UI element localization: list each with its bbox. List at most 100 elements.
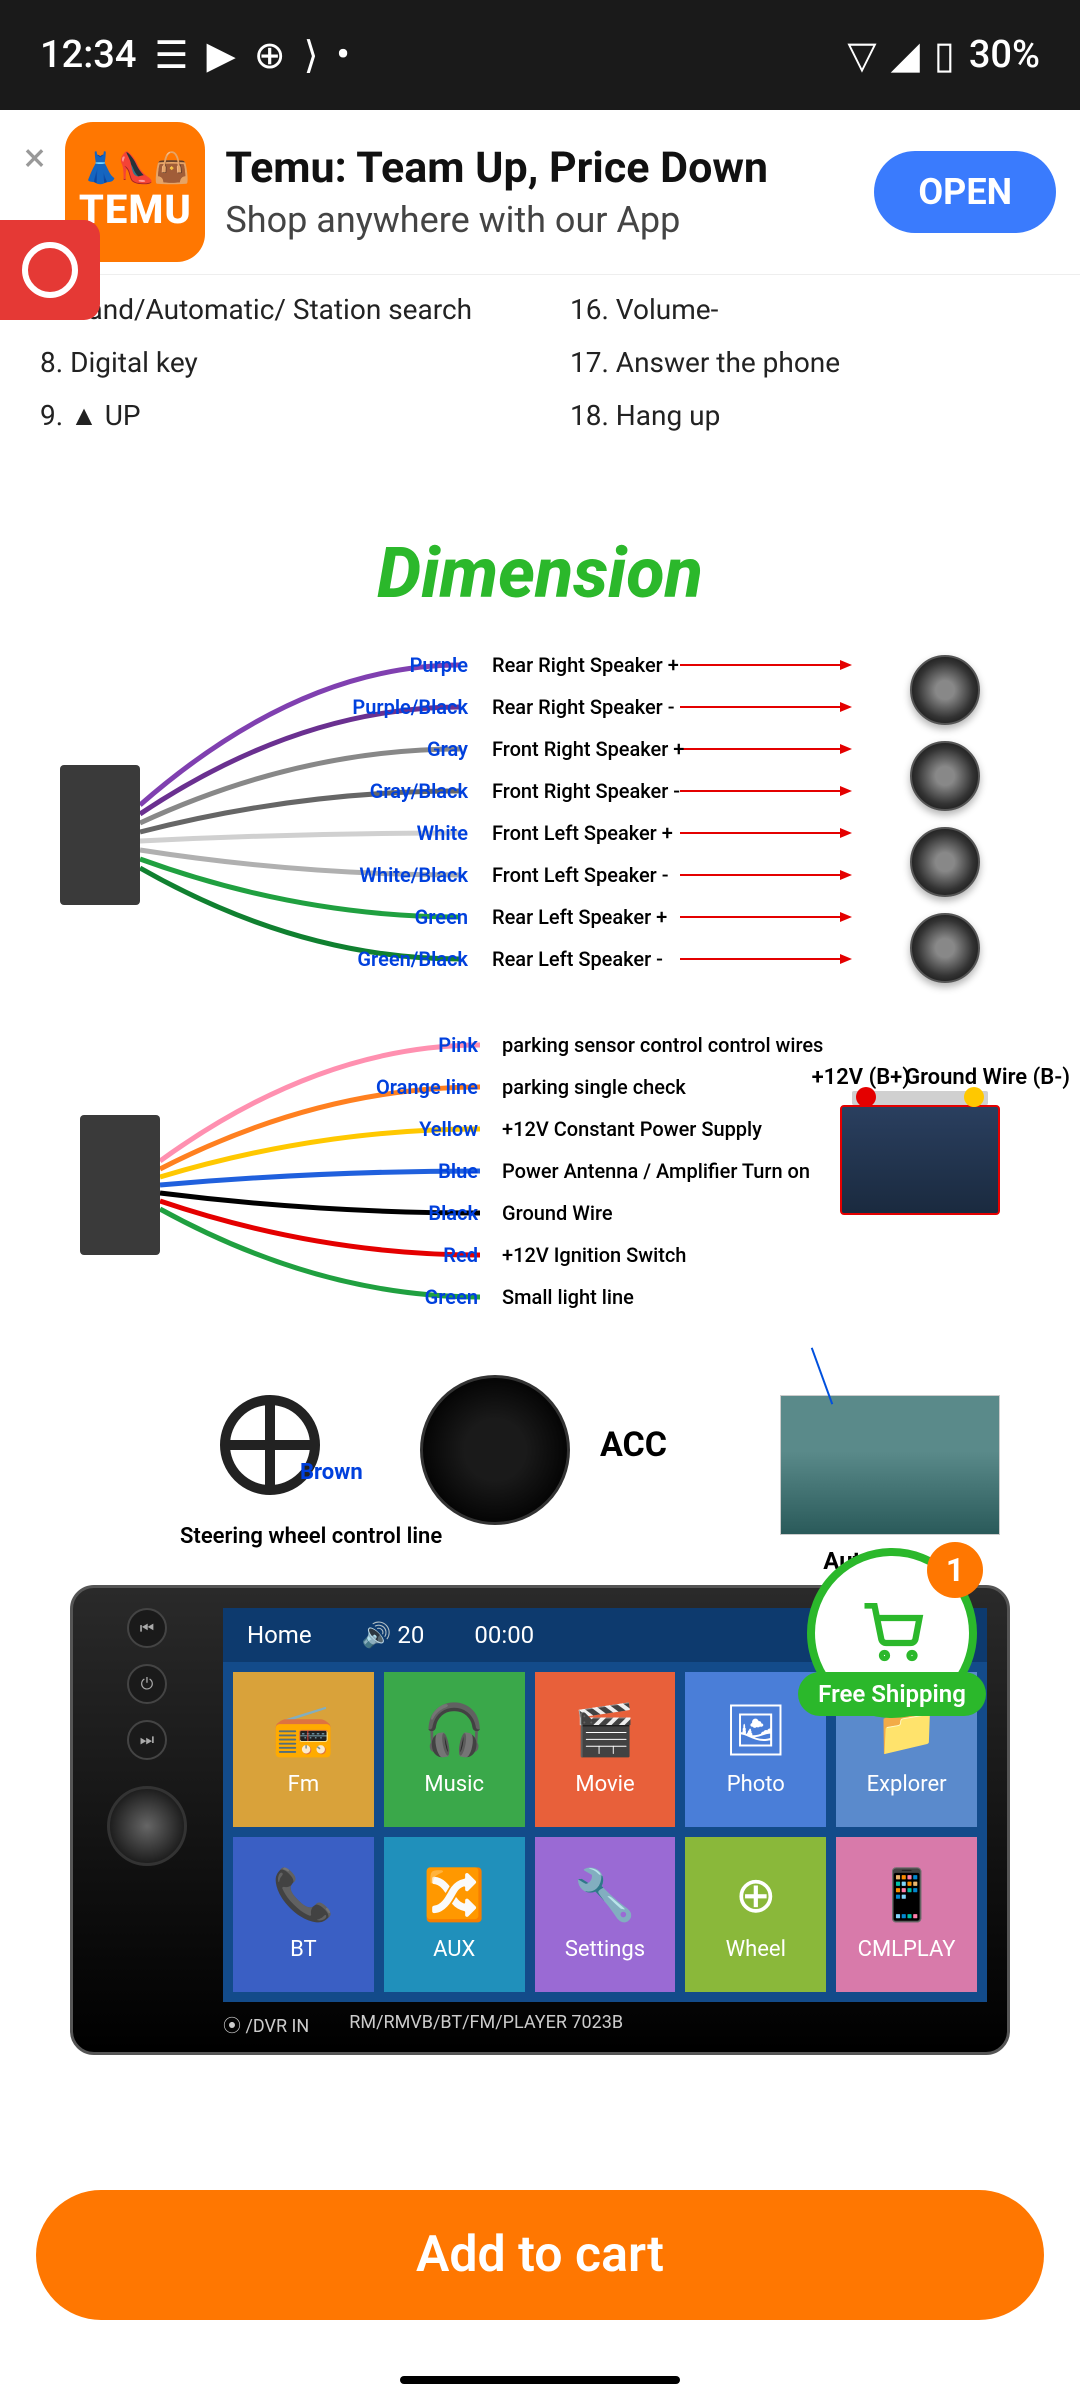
wire-color-label: Pink — [340, 1033, 490, 1057]
feature-col-right: 16. Volume-17. Answer the phone18. Hang … — [570, 283, 1040, 443]
tile-label: Explorer — [867, 1772, 947, 1797]
wire-color-label: Green — [330, 905, 480, 929]
open-app-button[interactable]: OPEN — [874, 151, 1056, 233]
feature-col-left: 7. Band/Automatic/ Station search8. Digi… — [40, 283, 510, 443]
tile-label: Settings — [565, 1937, 645, 1962]
tile-icon: 🖼 — [724, 1702, 787, 1760]
close-icon[interactable]: × — [24, 134, 45, 181]
tile-label: Music — [424, 1772, 484, 1797]
feature-list: 7. Band/Automatic/ Station search8. Digi… — [40, 283, 1040, 443]
stereo-tile-settings[interactable]: 🔧 Settings — [535, 1837, 676, 1992]
tile-label: AUX — [433, 1937, 475, 1962]
battery-label-pos: +12V (B+) — [812, 1065, 910, 1090]
battery-pct: 30% — [969, 33, 1040, 77]
stereo-tile-bt[interactable]: 📞BT — [233, 1837, 374, 1992]
wire-color-label: Purple — [330, 653, 480, 677]
wire-desc: Rear Left Speaker + — [480, 905, 667, 929]
dimension-title: Dimension — [40, 533, 1040, 615]
banner-text: Temu: Team Up, Price Down Shop anywhere … — [225, 143, 854, 241]
stereo-tile-fm[interactable]: 📻 Fm — [233, 1672, 374, 1827]
wire-desc: Rear Right Speaker - — [480, 695, 675, 719]
stereo-tile-cmlplay[interactable]: 📱CMLPLAY — [836, 1837, 977, 1992]
nav-handle[interactable] — [400, 2376, 680, 2384]
wire-desc: +12V Constant Power Supply — [490, 1117, 762, 1141]
banner-subtitle: Shop anywhere with our App — [225, 199, 854, 241]
next-track-button[interactable]: ⏭ — [127, 1720, 167, 1760]
status-right: ▽ ◢ ▯ 30% — [847, 33, 1040, 78]
wire-row: Red+12V Ignition Switch — [340, 1243, 686, 1267]
wire-color-label: Gray/Black — [330, 779, 480, 803]
tile-icon: 🎬 — [574, 1702, 636, 1760]
connector-bot — [80, 1115, 160, 1255]
tile-label: Wheel — [726, 1937, 786, 1962]
wifi-icon: ▽ — [847, 33, 876, 78]
wire-row: PurpleRear Right Speaker + — [330, 653, 679, 677]
wire-color-label: White — [330, 821, 480, 845]
steering-wheel-label: Steering wheel control line — [180, 1524, 442, 1549]
wire-row: Yellow+12V Constant Power Supply — [340, 1117, 762, 1141]
wire-row: Purple/BlackRear Right Speaker - — [330, 695, 675, 719]
stereo-tile-movie[interactable]: 🎬Movie — [535, 1672, 676, 1827]
stereo-time: 00:00 — [474, 1621, 534, 1649]
wire-row: Orange lineparking single check — [340, 1075, 686, 1099]
app-icon: ⊕ — [254, 33, 286, 78]
product-content: 7. Band/Automatic/ Station search8. Digi… — [0, 275, 1080, 2055]
battery-icon: ▯ — [934, 33, 955, 78]
tile-icon: 📻 — [272, 1702, 334, 1760]
connector-top — [60, 765, 140, 905]
doordash-icon: ⟩ — [304, 33, 319, 78]
tile-label: BT — [290, 1937, 317, 1962]
volume-knob[interactable] — [107, 1786, 187, 1866]
banner-title: Temu: Team Up, Price Down — [225, 143, 854, 193]
acc-label: ACC — [600, 1425, 667, 1465]
wire-row: BluePower Antenna / Amplifier Turn on — [340, 1159, 810, 1183]
feature-item: 18. Hang up — [570, 389, 1040, 442]
wire-desc: Front Left Speaker - — [480, 863, 669, 887]
wire-color-label: Yellow — [340, 1117, 490, 1141]
wire-color-label: White/Black — [330, 863, 480, 887]
speaker-image — [910, 655, 980, 725]
wiring-diagram: PurpleRear Right Speaker +Purple/BlackRe… — [40, 645, 1040, 1545]
tile-icon: 🔀 — [423, 1867, 485, 1925]
battery-label-neg: Ground Wire (B-) — [905, 1065, 1070, 1090]
wire-row: BlackGround Wire — [340, 1201, 613, 1225]
wire-row: GreenSmall light line — [340, 1285, 634, 1309]
stereo-tile-wheel[interactable]: ⊕ Wheel — [685, 1837, 826, 1992]
stereo-tile-music[interactable]: 🎧Music — [384, 1672, 525, 1827]
tile-icon: 📱 — [875, 1867, 937, 1925]
wire-desc: Rear Right Speaker + — [480, 653, 679, 677]
stereo-unit-image: 1 Free Shipping ⏮ ⏻ ⏭ Home 🔊 20 00:00 ❋ … — [70, 1585, 1010, 2055]
wire-color-label: Red — [340, 1243, 490, 1267]
wire-row: Gray/BlackFront Right Speaker - — [330, 779, 680, 803]
speaker-image — [910, 913, 980, 983]
feature-item: 7. Band/Automatic/ Station search — [40, 283, 510, 336]
power-button[interactable]: ⏻ — [127, 1664, 167, 1704]
feature-item: 9. ▲ UP — [40, 389, 510, 442]
wire-color-label: Purple/Black — [330, 695, 480, 719]
tile-label: Fm — [288, 1772, 319, 1797]
prev-track-button[interactable]: ⏮ — [127, 1608, 167, 1648]
stereo-tile-aux[interactable]: 🔀 AUX — [384, 1837, 525, 1992]
status-left: 12:34 ☰ ▶ ⊕ ⟩ • — [40, 33, 350, 78]
acc-dial-image — [420, 1375, 570, 1525]
wire-color-label: Blue — [340, 1159, 490, 1183]
tile-icon: ⊕ — [735, 1866, 777, 1925]
battery-image — [840, 1105, 1000, 1215]
temu-logo-icons: 👗👠👜 — [82, 151, 188, 186]
status-time: 12:34 — [40, 33, 136, 77]
camera-shutter-button[interactable] — [0, 220, 100, 320]
tile-icon: 🔧 — [574, 1867, 636, 1925]
tile-label: Photo — [727, 1772, 785, 1797]
cart-icon — [857, 1603, 927, 1663]
model-label: RM/RMVB/BT/FM/PLAYER 7023B — [349, 2012, 623, 2038]
wire-desc: parking single check — [490, 1075, 686, 1099]
wire-desc: Front Left Speaker + — [480, 821, 673, 845]
status-bar: 12:34 ☰ ▶ ⊕ ⟩ • ▽ ◢ ▯ 30% — [0, 0, 1080, 110]
antenna-image — [780, 1395, 1000, 1535]
wire-row: Pinkparking sensor control control wires — [340, 1033, 823, 1057]
free-shipping-badge[interactable]: 1 Free Shipping — [807, 1548, 977, 1718]
wire-row: White/BlackFront Left Speaker - — [330, 863, 669, 887]
wire-color-label: Black — [340, 1201, 490, 1225]
wire-desc: Ground Wire — [490, 1201, 613, 1225]
add-to-cart-button[interactable]: Add to cart — [36, 2190, 1044, 2320]
